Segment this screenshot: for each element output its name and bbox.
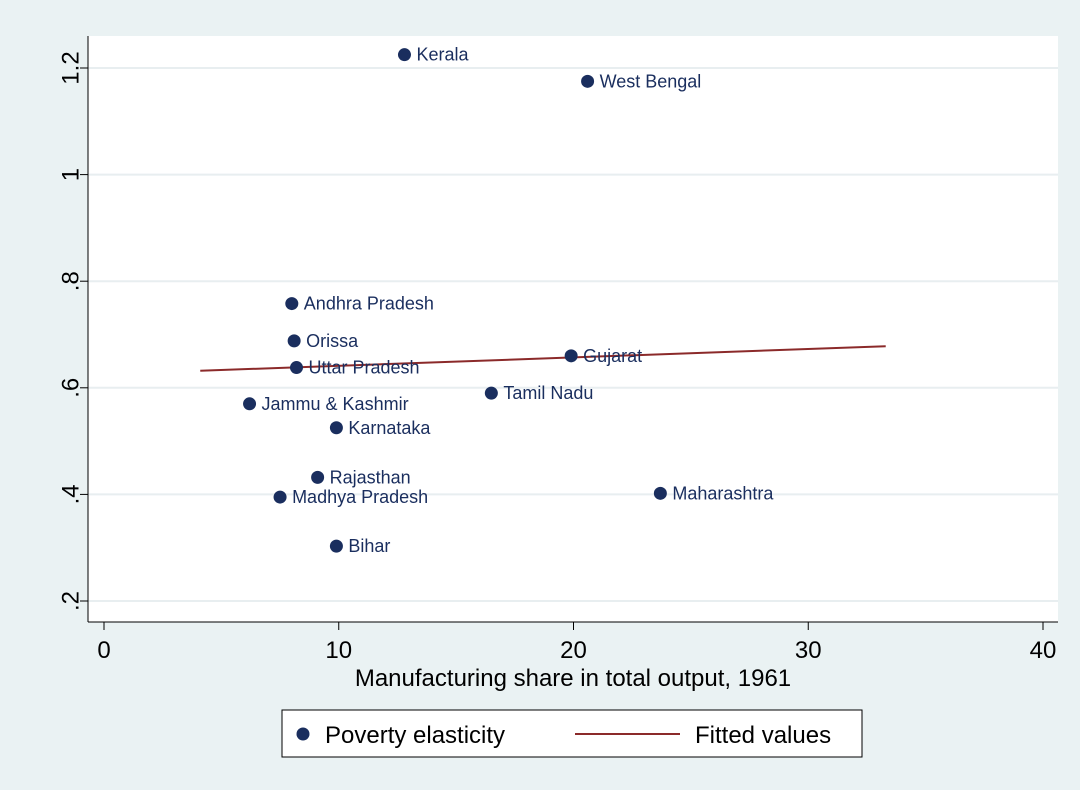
data-point — [564, 349, 578, 363]
x-tick-label: 20 — [560, 637, 587, 664]
data-point — [484, 386, 498, 400]
point-label: Tamil Nadu — [503, 383, 593, 403]
x-tick-label: 0 — [97, 637, 110, 664]
points-group: Kerala West Bengal Andhra Pradesh Orissa Utt… — [243, 45, 774, 556]
point-label: Maharashtra — [672, 483, 774, 503]
data-point — [581, 74, 595, 88]
point-label: Gujarat — [583, 346, 642, 366]
point-label: Karnataka — [348, 418, 431, 438]
fitted-line — [200, 345, 886, 372]
y-tick-label: 1 — [57, 168, 84, 181]
point-label: West Bengal — [600, 71, 702, 91]
point-label: Uttar Pradesh — [308, 358, 419, 378]
legend-box — [281, 709, 863, 758]
y-tick-label: 1.2 — [57, 51, 84, 84]
data-point — [653, 486, 667, 500]
legend-label-scatter: Poverty elasticity — [325, 722, 505, 749]
data-point — [287, 334, 301, 348]
y-tick-label: .4 — [57, 484, 84, 504]
point-label: Madhya Pradesh — [292, 487, 428, 507]
data-point — [329, 421, 343, 435]
data-point — [273, 490, 287, 504]
point-label: Bihar — [348, 536, 390, 556]
fitted-line-group — [200, 345, 886, 372]
point-label: Jammu & Kashmir — [262, 394, 409, 414]
point-label: Orissa — [306, 331, 359, 351]
data-point — [397, 48, 411, 62]
x-tick-label: 40 — [1030, 637, 1057, 664]
x-tick-label: 10 — [325, 637, 352, 664]
data-point — [311, 470, 325, 484]
data-point — [329, 539, 343, 553]
legend: Poverty elasticity Fitted values — [281, 709, 863, 758]
data-point — [243, 397, 257, 411]
legend-marker-scatter — [296, 727, 310, 741]
x-tick-label: 30 — [795, 637, 822, 664]
plot-area — [88, 36, 1058, 622]
point-label: Andhra Pradesh — [304, 294, 434, 314]
point-label: Rajasthan — [330, 467, 411, 487]
x-axis-title: Manufacturing share in total output, 196… — [355, 665, 791, 692]
y-tick-label: .6 — [57, 378, 84, 398]
data-point — [289, 361, 303, 375]
axes: .2 .4 .6 .8 1 1.2 0 10 20 30 40 — [57, 36, 1058, 664]
legend-label-line: Fitted values — [695, 722, 831, 749]
point-label: Kerala — [416, 45, 469, 65]
y-tick-label: .8 — [57, 271, 84, 291]
data-point — [285, 297, 299, 311]
y-tick-label: .2 — [57, 591, 84, 611]
grid — [88, 67, 1058, 602]
